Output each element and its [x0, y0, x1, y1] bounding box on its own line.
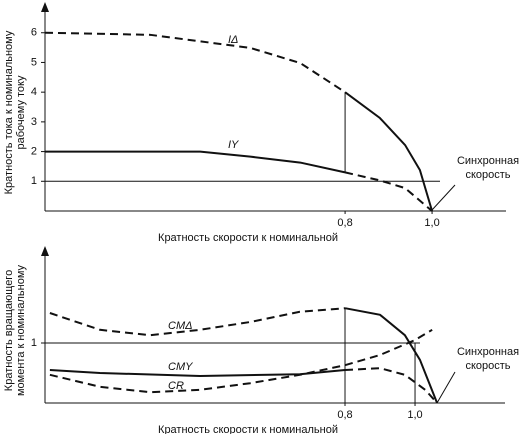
curve-label: CMΔ [168, 320, 193, 332]
y-axis-title: рабочему току [15, 75, 27, 149]
y-tick-label: 3 [31, 116, 37, 128]
y-axis-title: Кратность тока к номинальному [3, 30, 15, 194]
y-tick-label: 1 [31, 337, 37, 349]
curve [344, 307, 439, 404]
x-tick-label: 0,8 [337, 217, 352, 229]
curve-label: CR [168, 380, 184, 392]
leader-line [431, 184, 456, 211]
y-axis-title: момента к номинальному [15, 264, 27, 396]
curve [45, 150, 346, 174]
y-tick-label: 5 [31, 56, 37, 68]
curve [344, 171, 433, 212]
x-axis-title: Кратность скорости к номинальной [158, 232, 338, 244]
curve [49, 307, 346, 337]
curve-label: CMY [168, 361, 193, 373]
curve [344, 91, 434, 212]
annotation: скорость [465, 169, 510, 181]
curve-label: IΔ [228, 34, 238, 46]
x-tick-label: 1,0 [424, 217, 439, 229]
y-tick-label: 6 [31, 27, 37, 39]
x-axis-title: Кратность скорости к номинальной [158, 424, 338, 434]
y-tick-label: 1 [31, 175, 37, 187]
y-axis-title: Кратность вращающего [3, 270, 15, 391]
x-tick-label: 0,8 [337, 409, 352, 421]
leader-line [436, 371, 456, 404]
y-tick-label: 2 [31, 145, 37, 157]
curve [344, 367, 438, 404]
curve [49, 328, 433, 394]
x-tick-label: 1,0 [407, 409, 422, 421]
curve-label: IY [228, 139, 239, 151]
curve [44, 31, 346, 93]
curve [49, 369, 346, 378]
annotation: Синхронная [457, 346, 519, 358]
y-tick-label: 4 [31, 86, 37, 98]
annotation: Синхронная [457, 155, 519, 167]
annotation: скорость [465, 360, 510, 372]
